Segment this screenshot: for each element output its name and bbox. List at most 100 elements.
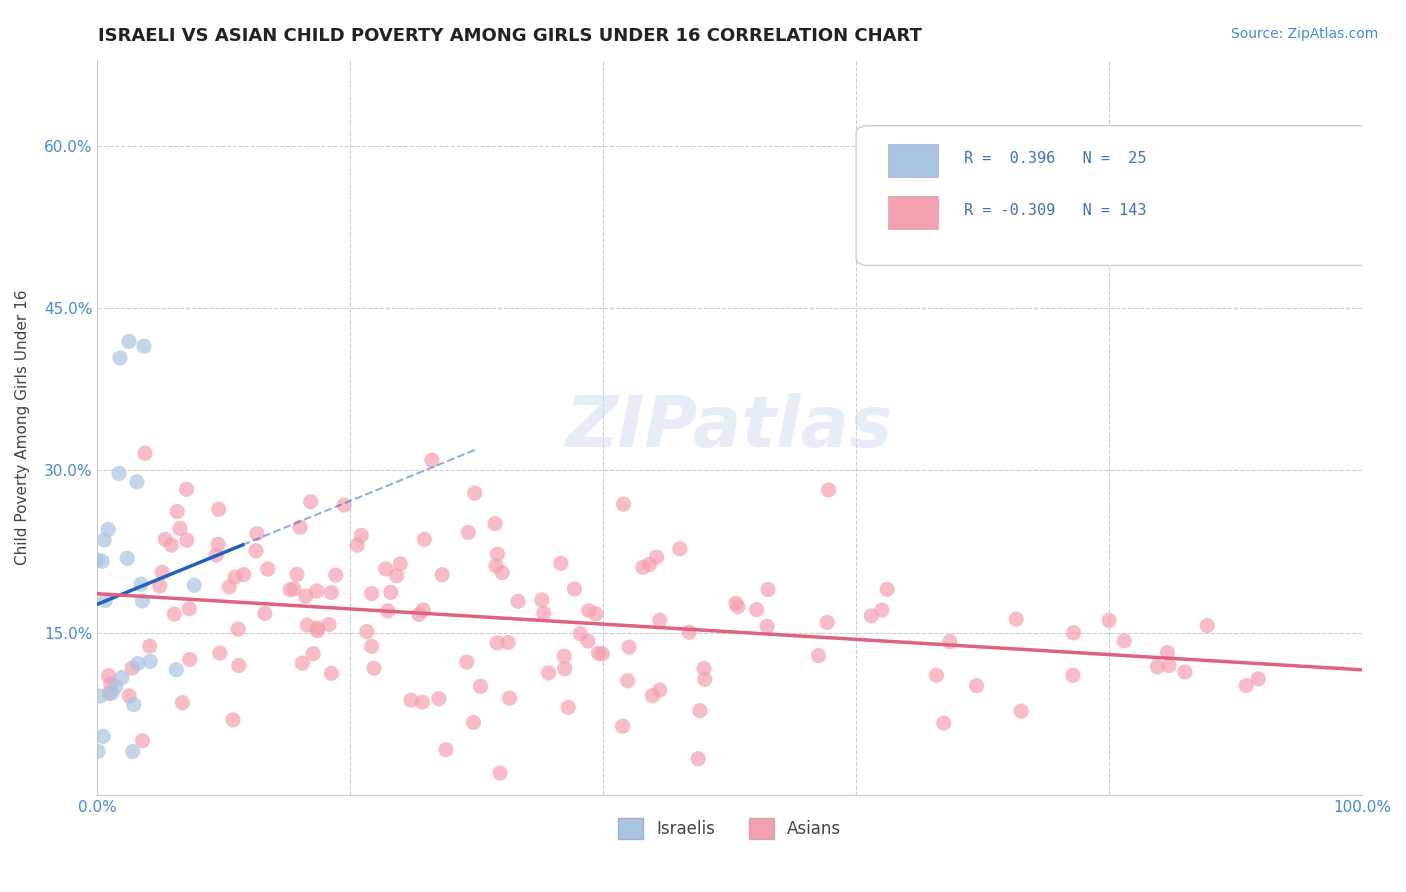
Point [688, 752, 710, 766]
Point [256, 562, 278, 576]
Point [179, 652, 201, 666]
Point [307, 624, 329, 638]
Point [325, 568, 347, 582]
Point [218, 580, 240, 594]
Point [165, 663, 187, 677]
Point [166, 504, 188, 518]
Point [1062, 625, 1084, 640]
Point [91, 730, 114, 744]
Point [131, 733, 153, 747]
Text: Source: ZipAtlas.com: Source: ZipAtlas.com [1230, 27, 1378, 41]
Point [307, 621, 329, 635]
Point [506, 594, 529, 608]
Point [169, 521, 191, 535]
Text: R = -0.309   N = 143: R = -0.309 N = 143 [963, 202, 1146, 218]
Point [430, 567, 453, 582]
Point [179, 601, 201, 615]
Point [1174, 665, 1197, 679]
Point [89, 689, 111, 703]
Point [588, 646, 610, 660]
Point [176, 533, 198, 548]
Point [122, 698, 145, 712]
Point [645, 550, 668, 565]
Point [557, 700, 579, 714]
Point [131, 594, 153, 608]
Point [669, 541, 692, 556]
Point [537, 665, 560, 680]
Point [489, 766, 512, 780]
Point [464, 486, 486, 500]
Point [612, 719, 634, 733]
Point [97, 669, 120, 683]
FancyBboxPatch shape [887, 195, 938, 228]
Point [413, 533, 436, 547]
Point [498, 691, 520, 706]
Point [121, 661, 143, 675]
Point [485, 558, 508, 573]
Text: ZIPatlas: ZIPatlas [567, 392, 893, 462]
Point [569, 626, 592, 640]
Point [108, 467, 131, 481]
Point [278, 582, 301, 597]
Point [98, 686, 121, 700]
Point [305, 584, 328, 599]
Point [641, 689, 664, 703]
Point [1247, 672, 1270, 686]
Point [463, 715, 485, 730]
Point [139, 654, 162, 668]
Point [612, 497, 634, 511]
Point [207, 537, 229, 551]
Point [377, 604, 399, 618]
Point [870, 603, 893, 617]
Point [374, 562, 396, 576]
FancyBboxPatch shape [887, 145, 938, 178]
Point [318, 617, 340, 632]
Point [285, 567, 308, 582]
Point [253, 607, 276, 621]
Point [1146, 660, 1168, 674]
Point [224, 570, 246, 584]
Point [125, 475, 148, 489]
Point [860, 608, 883, 623]
Point [1098, 613, 1121, 627]
Point [245, 543, 267, 558]
Point [100, 677, 122, 691]
Point [138, 639, 160, 653]
Point [208, 646, 231, 660]
Point [648, 613, 671, 627]
Point [153, 533, 176, 547]
Point [1062, 668, 1084, 682]
Point [127, 657, 149, 671]
Point [938, 634, 960, 648]
Point [97, 522, 120, 536]
Point [350, 528, 373, 542]
Point [150, 566, 173, 580]
Point [132, 339, 155, 353]
Point [86, 553, 108, 567]
Point [756, 582, 779, 597]
Point [925, 668, 948, 682]
Point [1234, 678, 1257, 692]
Point [399, 693, 422, 707]
Point [346, 538, 368, 552]
Point [807, 648, 830, 663]
Point [427, 691, 450, 706]
Point [1197, 618, 1219, 632]
Point [121, 744, 143, 758]
Point [491, 566, 513, 580]
Point [108, 351, 131, 365]
Point [299, 495, 322, 509]
Point [360, 586, 382, 600]
Point [94, 593, 117, 607]
Point [129, 577, 152, 591]
Point [1114, 633, 1136, 648]
Point [727, 599, 749, 614]
Point [205, 548, 228, 562]
Point [1005, 612, 1028, 626]
FancyBboxPatch shape [856, 126, 1388, 266]
Y-axis label: Child Poverty Among Girls Under 16: Child Poverty Among Girls Under 16 [15, 289, 30, 565]
Point [232, 567, 254, 582]
Point [484, 516, 506, 531]
Point [745, 602, 768, 616]
Point [756, 619, 779, 633]
